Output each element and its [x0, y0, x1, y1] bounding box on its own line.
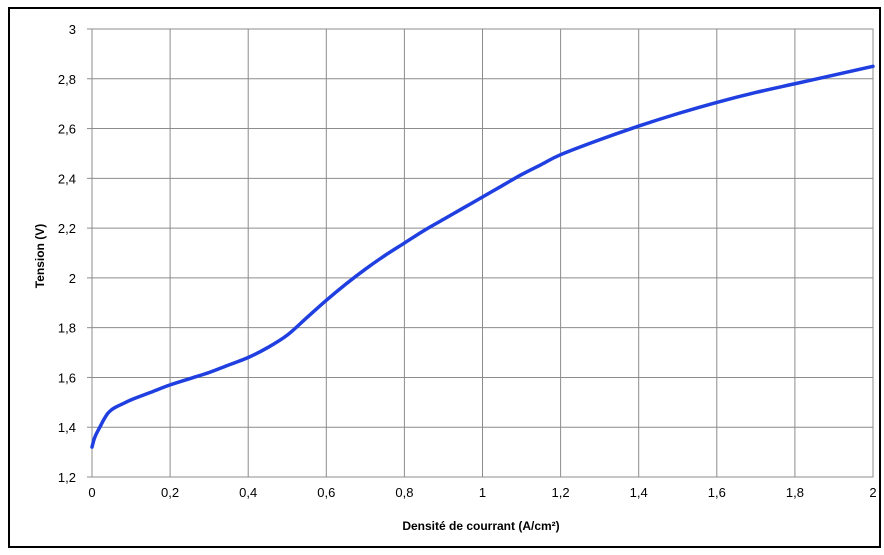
series-line [90, 64, 875, 449]
y-tick-label: 2,8 [58, 72, 76, 87]
x-tick-label: 0,4 [239, 485, 257, 500]
plot-area [91, 28, 874, 478]
y-axis-ticks: 1,2 1,4 1,6 1,8 2 2,2 2,4 2,6 2,8 3 [58, 22, 76, 485]
y-axis-title: Tension (V) [33, 224, 47, 288]
x-axis-title: Densité de courrant (A/cm²) [402, 519, 559, 533]
x-axis-ticks: 0 0,2 0,4 0,6 0,8 1 1,2 1,4 1,6 1,8 2 [88, 485, 876, 500]
x-tick-label: 1 [479, 485, 486, 500]
series [90, 64, 875, 449]
y-tick-label: 1,4 [58, 420, 76, 435]
y-tick-label: 2,4 [58, 171, 76, 186]
x-tick-label: 0,2 [161, 485, 179, 500]
x-tick-label: 0 [88, 485, 95, 500]
x-tick-label: 1,2 [552, 485, 570, 500]
y-tick-label: 1,8 [58, 321, 76, 336]
x-tick-label: 0,6 [317, 485, 335, 500]
y-tick-label: 2,2 [58, 221, 76, 236]
y-tick-label: 3 [69, 22, 76, 37]
x-tick-label: 1,6 [708, 485, 726, 500]
x-tick-label: 0,8 [395, 485, 413, 500]
x-tick-label: 2 [869, 485, 876, 500]
y-tick-label: 1,2 [58, 470, 76, 485]
y-tick-label: 2,6 [58, 122, 76, 137]
x-tick-label: 1,8 [786, 485, 804, 500]
y-tick-label: 1,6 [58, 370, 76, 385]
grid [87, 28, 874, 478]
x-tick-label: 1,4 [630, 485, 648, 500]
y-tick-label: 2 [69, 271, 76, 286]
